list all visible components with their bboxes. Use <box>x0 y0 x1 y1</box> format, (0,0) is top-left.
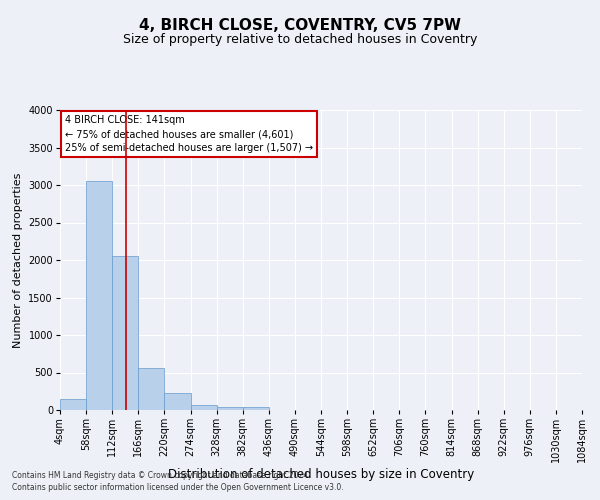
Text: Size of property relative to detached houses in Coventry: Size of property relative to detached ho… <box>123 32 477 46</box>
Y-axis label: Number of detached properties: Number of detached properties <box>13 172 23 348</box>
Bar <box>242 407 269 410</box>
Text: Contains public sector information licensed under the Open Government Licence v3: Contains public sector information licen… <box>12 484 344 492</box>
Bar <box>86 180 112 410</box>
Bar <box>60 399 86 410</box>
X-axis label: Distribution of detached houses by size in Coventry: Distribution of detached houses by size … <box>168 468 474 481</box>
Bar <box>217 407 242 410</box>
Text: Contains HM Land Registry data © Crown copyright and database right 2024.: Contains HM Land Registry data © Crown c… <box>12 471 311 480</box>
Text: 4 BIRCH CLOSE: 141sqm
← 75% of detached houses are smaller (4,601)
25% of semi-d: 4 BIRCH CLOSE: 141sqm ← 75% of detached … <box>65 116 313 153</box>
Bar <box>112 256 139 410</box>
Bar <box>191 405 217 410</box>
Bar <box>139 368 164 410</box>
Bar <box>164 393 191 410</box>
Text: 4, BIRCH CLOSE, COVENTRY, CV5 7PW: 4, BIRCH CLOSE, COVENTRY, CV5 7PW <box>139 18 461 32</box>
